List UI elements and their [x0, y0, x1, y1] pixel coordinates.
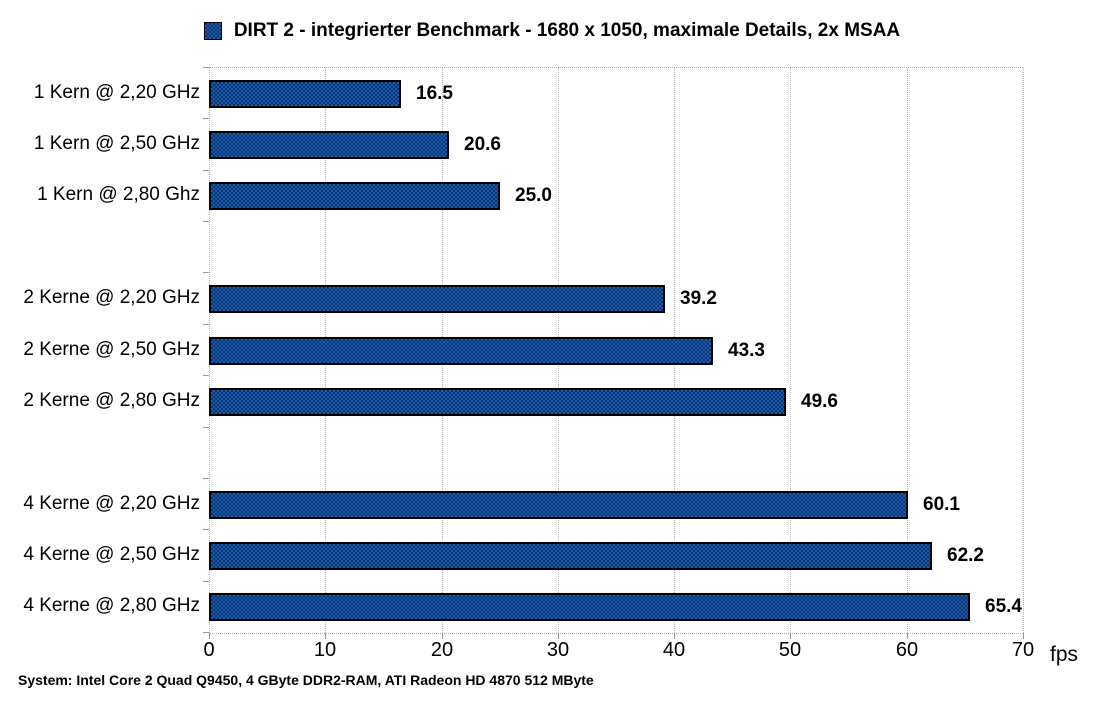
- y-axis-tick-1: [203, 118, 209, 119]
- x-axis-tick-10: [325, 633, 326, 639]
- value-label: 65.4: [985, 596, 1022, 617]
- category-label: 1 Kern @ 2,80 Ghz: [37, 184, 200, 205]
- gridline-70: [1023, 68, 1024, 633]
- category-label: 4 Kerne @ 2,50 GHz: [23, 544, 200, 565]
- gridline-50: [790, 68, 791, 633]
- bar: [209, 542, 932, 570]
- system-info: System: Intel Core 2 Quad Q9450, 4 GByte…: [18, 672, 594, 688]
- x-tick-label-50: 50: [778, 639, 802, 661]
- value-label: 39.2: [680, 288, 717, 309]
- value-label: 62.2: [947, 545, 984, 566]
- x-axis-tick-40: [674, 633, 675, 639]
- y-axis-tick-4: [203, 272, 209, 273]
- y-axis-tick-0: [203, 67, 209, 68]
- value-label: 20.6: [464, 134, 501, 155]
- y-axis-tick-7: [203, 427, 209, 428]
- bar: [209, 491, 908, 519]
- y-axis-tick-11: [203, 632, 209, 633]
- x-axis-tick-0: [209, 633, 210, 639]
- x-axis-tick-70: [1023, 633, 1024, 639]
- category-label: 2 Kerne @ 2,50 GHz: [23, 339, 200, 360]
- bar: [209, 388, 786, 416]
- category-label: 2 Kerne @ 2,80 GHz: [23, 390, 200, 411]
- value-label: 60.1: [923, 494, 960, 515]
- y-axis-tick-3: [203, 221, 209, 222]
- x-axis-tick-30: [558, 633, 559, 639]
- value-label: 49.6: [801, 391, 838, 412]
- category-label: 2 Kerne @ 2,20 GHz: [23, 287, 200, 308]
- category-label: 4 Kerne @ 2,20 GHz: [23, 493, 200, 514]
- chart-title-row: DIRT 2 - integrierter Benchmark - 1680 x…: [0, 20, 1104, 42]
- y-axis-tick-2: [203, 170, 209, 171]
- bar: [209, 80, 401, 108]
- x-tick-label-60: 60: [895, 639, 919, 661]
- bar: [209, 285, 665, 313]
- x-tick-label-0: 0: [203, 639, 215, 661]
- y-axis-tick-10: [203, 581, 209, 582]
- value-label: 43.3: [728, 340, 765, 361]
- x-axis-unit-label: fps: [1050, 643, 1079, 666]
- value-label: 16.5: [416, 83, 453, 104]
- category-label: 1 Kern @ 2,20 GHz: [33, 82, 200, 103]
- y-axis-tick-5: [203, 324, 209, 325]
- y-axis-tick-8: [203, 478, 209, 479]
- x-tick-label-70: 70: [1011, 639, 1035, 661]
- bar: [209, 593, 970, 621]
- bar: [209, 131, 449, 159]
- plot-area: 16.5 20.6 25.0 39.2 43.3 49.6 60.1 62.2 65.4: [209, 67, 1024, 634]
- gridline-60: [907, 68, 908, 633]
- category-label: 4 Kerne @ 2,80 GHz: [23, 595, 200, 616]
- category-label: 1 Kern @ 2,50 GHz: [33, 133, 200, 154]
- chart-title: DIRT 2 - integrierter Benchmark - 1680 x…: [233, 20, 901, 41]
- x-axis-tick-50: [790, 633, 791, 639]
- x-tick-label-40: 40: [662, 639, 686, 661]
- value-label: 25.0: [515, 185, 552, 206]
- x-tick-label-30: 30: [546, 639, 570, 661]
- x-axis-tick-60: [907, 633, 908, 639]
- legend-swatch-icon: [203, 22, 222, 40]
- y-axis-tick-9: [203, 529, 209, 530]
- y-axis-tick-6: [203, 375, 209, 376]
- bar: [209, 182, 500, 210]
- x-tick-label-10: 10: [313, 639, 337, 661]
- x-axis-tick-20: [442, 633, 443, 639]
- x-tick-label-20: 20: [430, 639, 454, 661]
- bar: [209, 337, 713, 365]
